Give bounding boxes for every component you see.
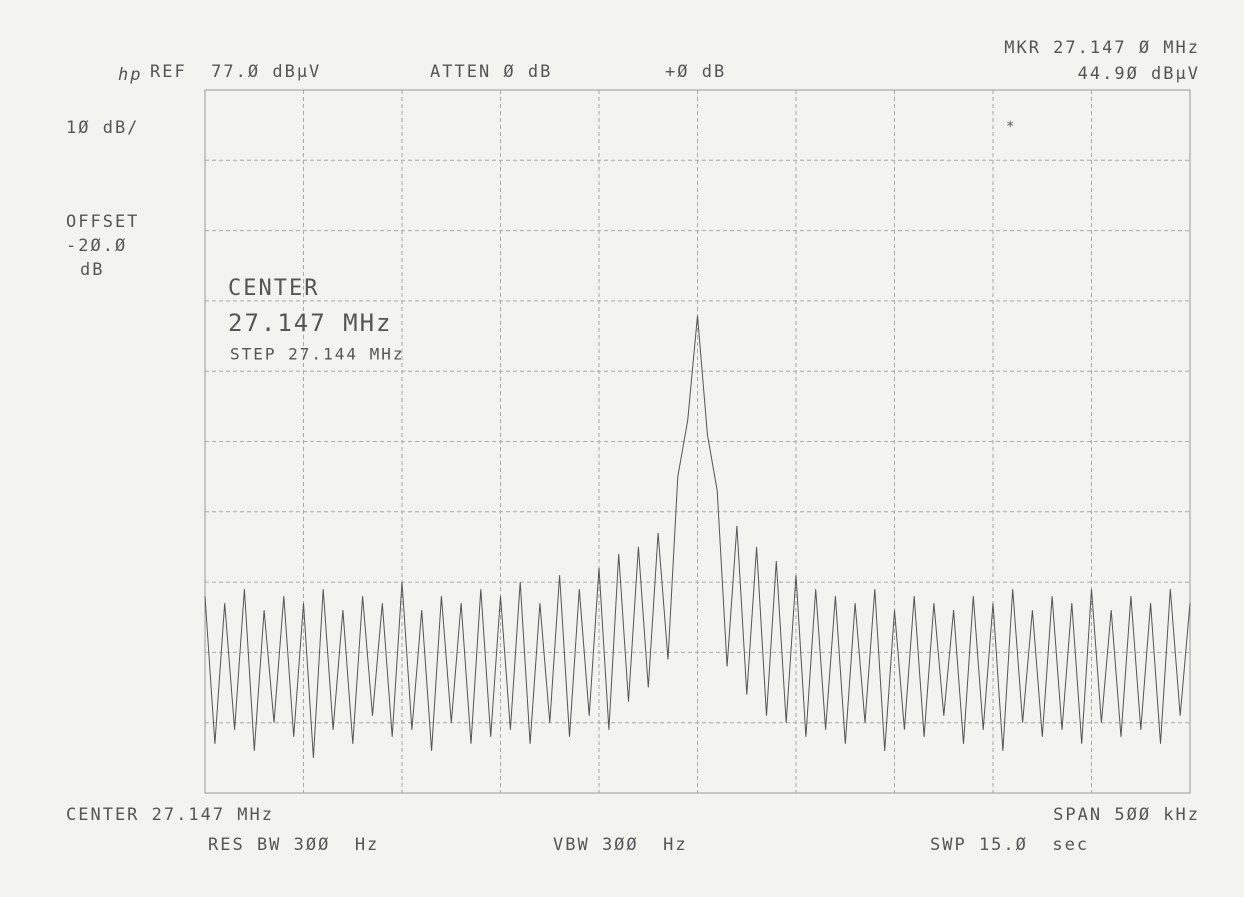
ref-level: REF 77.Ø dBµV: [150, 62, 321, 82]
annotation-step: STEP 27.144 MHz: [230, 345, 405, 364]
scale: 1Ø dB/: [66, 118, 139, 138]
sweep: SWP 15.Ø sec: [930, 835, 1089, 855]
center: CENTER 27.147 MHz: [66, 805, 274, 825]
trace: [204, 315, 1191, 758]
offset-label: OFFSET: [66, 212, 139, 232]
marker-level: 44.9Ø dBµV: [1078, 64, 1200, 84]
logo: hp: [118, 65, 142, 85]
res-bw: RES BW 3ØØ Hz: [208, 835, 379, 855]
span: SPAN 5ØØ kHz: [1053, 805, 1200, 825]
annotation-center: CENTER: [228, 276, 319, 301]
grid: [205, 90, 1190, 793]
offset-value: -2Ø.Ø: [66, 236, 127, 256]
attenuation: ATTEN Ø dB: [430, 62, 552, 82]
vbw: VBW 3ØØ Hz: [553, 835, 688, 855]
marker-symbol: *: [1006, 119, 1016, 135]
ref-offset: +Ø dB: [665, 62, 726, 82]
annotation-frequency: 27.147 MHz: [228, 309, 393, 337]
offset-unit: dB: [80, 260, 104, 280]
marker-frequency: MKR 27.147 Ø MHz: [1004, 38, 1200, 58]
